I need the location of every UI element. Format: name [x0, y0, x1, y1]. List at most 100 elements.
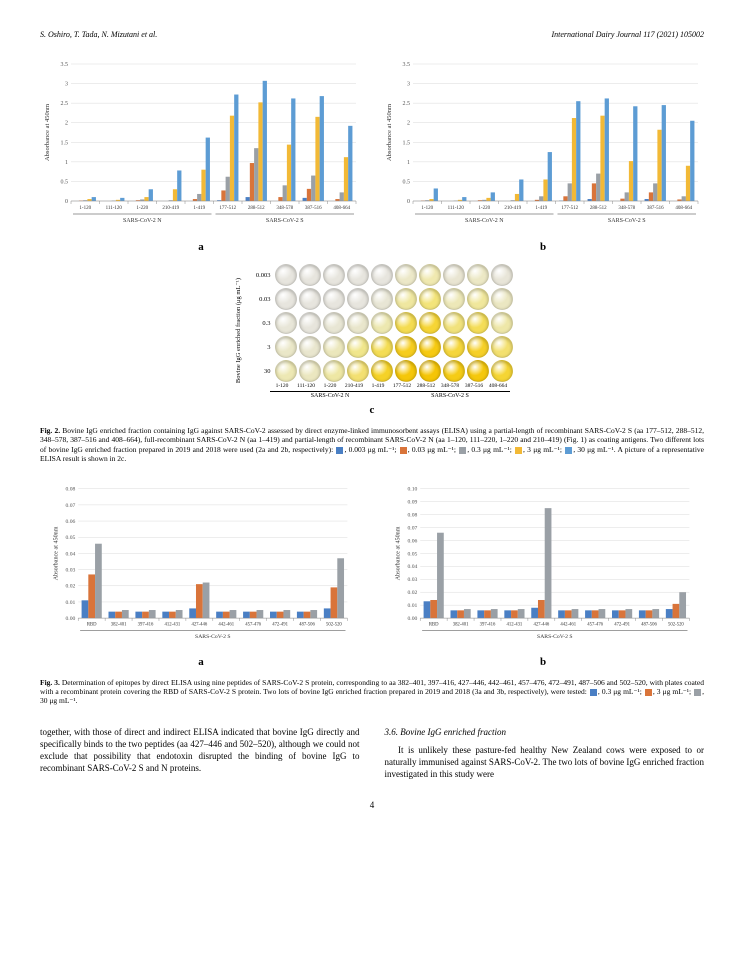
fig3a-chart: 0.000.010.020.030.040.050.060.070.08Abso…: [40, 484, 362, 654]
svg-text:1.5: 1.5: [403, 140, 411, 146]
svg-text:Absorbance at 450nm: Absorbance at 450nm: [53, 526, 59, 580]
svg-text:RBD: RBD: [429, 622, 439, 627]
elisa-well: [467, 336, 489, 358]
svg-text:3.5: 3.5: [61, 62, 69, 68]
svg-text:412-431: 412-431: [165, 622, 181, 627]
svg-text:SARS-CoV-2 S: SARS-CoV-2 S: [608, 218, 646, 224]
elisa-well: [419, 264, 441, 286]
legend-swatch: [400, 447, 407, 454]
plate-row-label: 30: [243, 368, 274, 375]
elisa-well: [323, 360, 345, 382]
elisa-well: [443, 336, 465, 358]
legend-swatch: [590, 689, 597, 696]
svg-text:457-476: 457-476: [245, 622, 261, 627]
legend-swatch: [694, 689, 701, 696]
elisa-well: [275, 336, 297, 358]
fig2b-label: b: [382, 241, 704, 253]
fig3b-label: b: [382, 656, 704, 668]
elisa-well: [443, 288, 465, 310]
plate-group-label: SARS-CoV-2 S: [390, 391, 510, 399]
elisa-well: [467, 264, 489, 286]
plate-col-label: 210-419: [342, 383, 366, 389]
svg-text:0.00: 0.00: [407, 616, 417, 622]
plate-col-label: 111-120: [294, 383, 318, 389]
svg-text:502-520: 502-520: [668, 622, 684, 627]
fig2b-chart: 00.511.522.533.5Absorbance at 450nm1-120…: [382, 59, 704, 239]
plate-row-label: 0.003: [243, 272, 274, 279]
svg-text:472-491: 472-491: [272, 622, 288, 627]
fig3b-container: 0.000.010.020.030.040.050.060.070.080.09…: [382, 484, 704, 668]
svg-text:288-512: 288-512: [590, 206, 607, 211]
elisa-well: [323, 336, 345, 358]
legend-swatch: [565, 447, 572, 454]
section-heading: 3.6. Bovine IgG enriched fraction: [385, 726, 705, 738]
elisa-well: [395, 288, 417, 310]
svg-text:397-416: 397-416: [138, 622, 154, 627]
svg-text:RBD: RBD: [87, 622, 97, 627]
svg-text:382-401: 382-401: [453, 622, 469, 627]
legend-swatch: [459, 447, 466, 454]
svg-text:0.01: 0.01: [65, 599, 75, 605]
plate-col-label: 348-578: [438, 383, 462, 389]
svg-text:457-476: 457-476: [587, 622, 603, 627]
header-left: S. Oshiro, T. Tada, N. Mizutani et al.: [40, 30, 157, 39]
svg-text:427-446: 427-446: [533, 622, 549, 627]
elisa-well: [323, 264, 345, 286]
fig2a-container: 00.511.522.533.5Absorbance at 450nm1-120…: [40, 59, 362, 253]
svg-text:408-664: 408-664: [675, 206, 692, 211]
elisa-well: [395, 264, 417, 286]
svg-text:177-512: 177-512: [219, 206, 236, 211]
svg-text:348-578: 348-578: [276, 206, 293, 211]
plate-row-label: 0.03: [243, 296, 274, 303]
fig2a-chart: 00.511.522.533.5Absorbance at 450nm1-120…: [40, 59, 362, 239]
elisa-well: [467, 288, 489, 310]
svg-text:0.02: 0.02: [65, 583, 75, 589]
svg-text:1-120: 1-120: [421, 206, 433, 211]
svg-text:387-516: 387-516: [647, 206, 664, 211]
elisa-well: [443, 312, 465, 334]
legend-swatch: [515, 447, 522, 454]
svg-text:3: 3: [65, 82, 68, 88]
fig2-row: 00.511.522.533.5Absorbance at 450nm1-120…: [40, 59, 704, 253]
svg-text:111-120: 111-120: [448, 206, 465, 211]
elisa-well: [395, 360, 417, 382]
elisa-well: [371, 312, 393, 334]
elisa-well: [347, 360, 369, 382]
body-columns: together, with those of direct and indir…: [40, 726, 704, 781]
svg-text:442-461: 442-461: [560, 622, 576, 627]
svg-text:412-431: 412-431: [507, 622, 523, 627]
elisa-well: [491, 312, 513, 334]
svg-text:487-506: 487-506: [299, 622, 315, 627]
body-right-text: It is unlikely these pasture-fed healthy…: [385, 744, 705, 780]
plate-col-label: 1-120: [270, 383, 294, 389]
page-number: 4: [40, 800, 704, 810]
elisa-well: [467, 312, 489, 334]
svg-text:502-520: 502-520: [326, 622, 342, 627]
svg-text:0: 0: [407, 199, 410, 205]
svg-text:442-461: 442-461: [218, 622, 234, 627]
elisa-well: [395, 312, 417, 334]
elisa-well: [299, 336, 321, 358]
svg-text:2: 2: [65, 121, 68, 127]
svg-text:0.06: 0.06: [65, 518, 75, 524]
body-right: 3.6. Bovine IgG enriched fraction It is …: [385, 726, 705, 781]
svg-text:1-220: 1-220: [136, 206, 148, 211]
elisa-well: [491, 264, 513, 286]
svg-text:0.00: 0.00: [65, 616, 75, 622]
elisa-well: [347, 312, 369, 334]
svg-text:1-220: 1-220: [478, 206, 490, 211]
fig3-caption: Fig. 3. Determination of epitopes by dir…: [40, 678, 704, 706]
elisa-well: [467, 360, 489, 382]
fig2c-ytitle: Bovine IgG enriched fraction (μg mL⁻¹): [231, 278, 243, 383]
svg-text:348-578: 348-578: [618, 206, 635, 211]
fig2-caption: Fig. 2. Bovine IgG enriched fraction con…: [40, 426, 704, 464]
plate-col-label: 1-419: [366, 383, 390, 389]
fig2a-label: a: [40, 241, 362, 253]
plate-col-label: 1-220: [318, 383, 342, 389]
svg-text:177-512: 177-512: [561, 206, 578, 211]
svg-text:1-419: 1-419: [193, 206, 205, 211]
svg-text:3: 3: [407, 82, 410, 88]
svg-text:382-401: 382-401: [111, 622, 127, 627]
svg-text:288-512: 288-512: [248, 206, 265, 211]
svg-text:0.5: 0.5: [61, 179, 69, 185]
